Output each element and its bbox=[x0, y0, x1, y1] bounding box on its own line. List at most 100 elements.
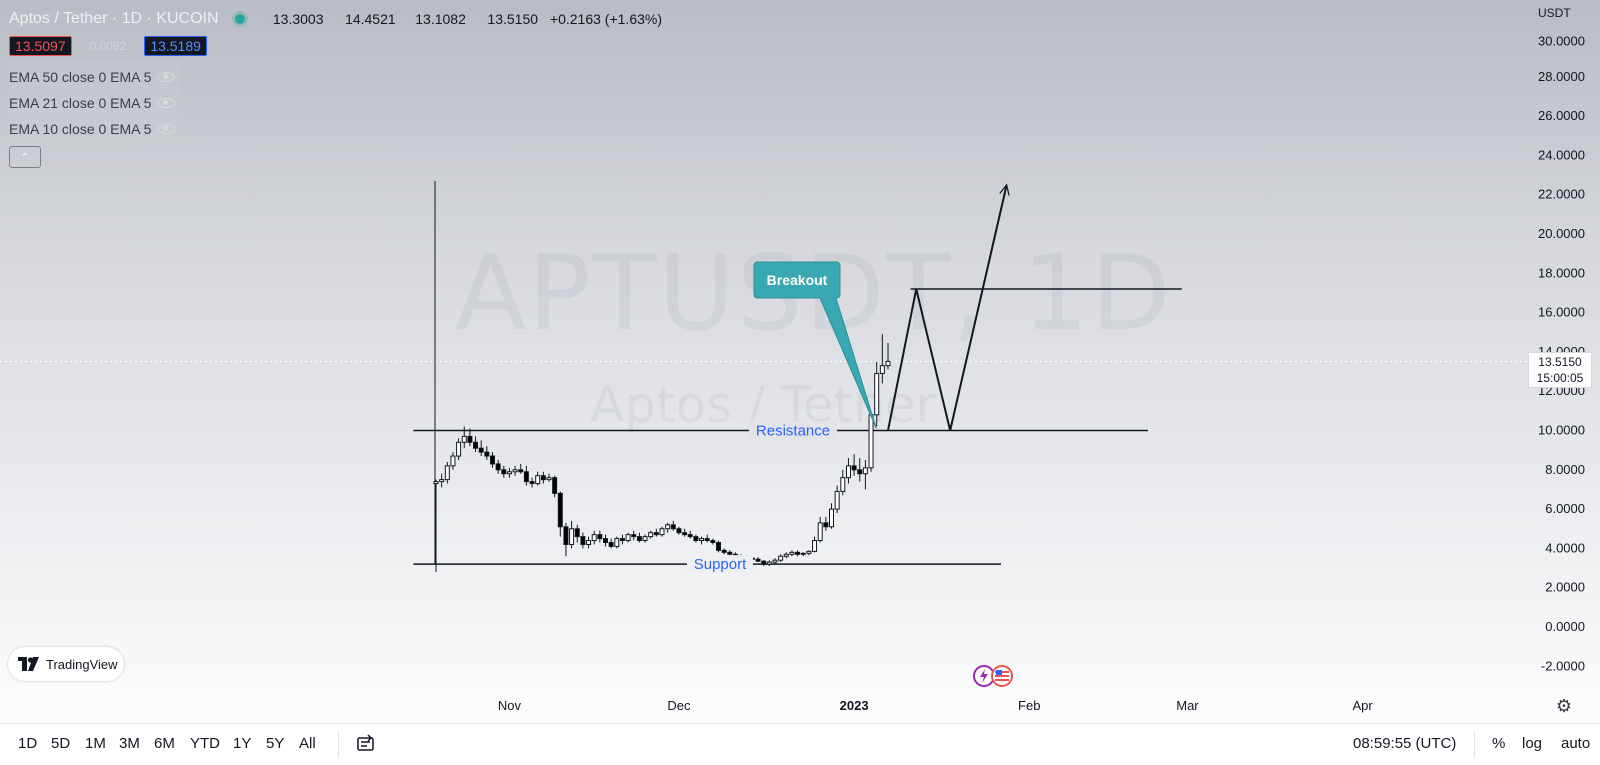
price-axis-tick-label: 30.0000 bbox=[1538, 34, 1585, 49]
range-ytd-button[interactable]: YTD bbox=[190, 735, 220, 752]
change-value: +0.2163 (+1.63%) bbox=[549, 11, 663, 27]
candle bbox=[433, 479, 439, 572]
resistance-label-bg bbox=[749, 421, 837, 440]
candle bbox=[817, 516, 823, 543]
candle bbox=[806, 550, 812, 556]
candle bbox=[659, 526, 665, 537]
candle bbox=[552, 475, 558, 498]
hidden-eye-icon[interactable] bbox=[157, 124, 175, 134]
time-axis-tick-label: Dec bbox=[667, 698, 691, 713]
range-5y-button[interactable]: 5Y bbox=[266, 735, 285, 752]
indicator-list: EMA 50 close 0 EMA 5 EMA 21 close 0 EMA … bbox=[9, 62, 181, 142]
candle bbox=[676, 526, 682, 535]
candle bbox=[766, 560, 772, 567]
chart-svg[interactable]: -2.0000 0.0000 2.0000 4.0000 6.0000 8.0000 10.… bbox=[0, 0, 1600, 720]
candle bbox=[693, 534, 699, 543]
candle bbox=[574, 524, 580, 543]
candle bbox=[614, 536, 620, 549]
price-axis-tick-label: 20.0000 bbox=[1538, 226, 1585, 241]
candle bbox=[687, 530, 693, 539]
price-axis-tick-label: -2.0000 bbox=[1541, 658, 1585, 673]
candle bbox=[670, 520, 676, 531]
price-axis-tick-label: 6.0000 bbox=[1545, 501, 1585, 516]
candle bbox=[845, 458, 851, 484]
support-label[interactable]: Support bbox=[694, 556, 747, 573]
range-5d-button[interactable]: 5D bbox=[51, 735, 71, 752]
time-axis: Nov Dec 2023 Feb Mar Apr bbox=[498, 698, 1373, 713]
log-scale-button[interactable]: log bbox=[1522, 735, 1543, 752]
range-1m-button[interactable]: 1M bbox=[85, 735, 106, 752]
price-axis-tick-label: 16.0000 bbox=[1538, 305, 1585, 320]
utc-clock[interactable]: 08:59:55 (UTC) bbox=[1353, 735, 1457, 752]
range-3m-button[interactable]: 3M bbox=[119, 735, 140, 752]
indicator-ema-10[interactable]: EMA 10 close 0 EMA 5 bbox=[9, 116, 181, 142]
price-axis-tick-label: 0.0000 bbox=[1545, 619, 1585, 634]
buy-price-button[interactable]: 13.5189 bbox=[144, 36, 207, 56]
resistance-label[interactable]: Resistance bbox=[756, 423, 830, 440]
candle bbox=[456, 438, 462, 460]
bar-countdown: 15:00:05 bbox=[1536, 371, 1584, 385]
candle bbox=[523, 465, 529, 486]
candle bbox=[755, 557, 761, 563]
chart-settings-gear-icon[interactable]: ⚙ bbox=[1555, 696, 1573, 716]
candle bbox=[682, 528, 688, 537]
price-axis-tick-label: 4.0000 bbox=[1545, 540, 1585, 555]
candle bbox=[772, 558, 778, 565]
projection-path[interactable] bbox=[887, 184, 1008, 431]
hidden-eye-icon[interactable] bbox=[157, 72, 175, 82]
range-6m-button[interactable]: 6M bbox=[154, 735, 175, 752]
indicator-ema-21[interactable]: EMA 21 close 0 EMA 5 bbox=[9, 90, 181, 116]
time-axis-tick-label: Mar bbox=[1176, 698, 1199, 713]
candle bbox=[879, 334, 885, 384]
indicator-ema-50[interactable]: EMA 50 close 0 EMA 5 bbox=[9, 64, 181, 90]
sell-price-button[interactable]: 13.5097 bbox=[9, 36, 72, 56]
drawings-layer bbox=[0, 181, 1528, 565]
candle bbox=[823, 516, 829, 531]
chart-area[interactable]: APTUSDT, 1D Aptos / Tether -2.0000 0.0000… bbox=[0, 0, 1600, 720]
symbol-title[interactable]: Aptos / Tether · 1D · KUCOIN bbox=[9, 10, 219, 27]
candle bbox=[862, 459, 868, 490]
range-1d-button[interactable]: 1D bbox=[18, 735, 38, 752]
price-axis-tick-label: 2.0000 bbox=[1545, 580, 1585, 595]
time-axis-tick-label: Apr bbox=[1352, 698, 1373, 713]
candle bbox=[450, 452, 456, 470]
collapse-legend-button[interactable]: ⌃ bbox=[9, 146, 41, 168]
support-label-bg bbox=[687, 555, 753, 574]
candle bbox=[495, 459, 501, 474]
candle bbox=[597, 530, 603, 543]
candle bbox=[506, 467, 512, 478]
candle bbox=[591, 530, 597, 545]
candle bbox=[834, 485, 840, 514]
candle bbox=[619, 534, 625, 545]
price-axis-tick-label: 22.0000 bbox=[1538, 187, 1585, 202]
candle bbox=[501, 465, 507, 478]
candle bbox=[484, 446, 490, 460]
auto-scale-button[interactable]: auto bbox=[1561, 735, 1591, 752]
close-value: 13.5150 bbox=[487, 11, 539, 27]
price-axis-tick-label: 26.0000 bbox=[1538, 108, 1585, 123]
range-all-button[interactable]: All bbox=[299, 735, 316, 752]
candle bbox=[721, 548, 727, 555]
breakout-callout[interactable] bbox=[753, 261, 877, 429]
candle bbox=[710, 538, 716, 545]
candle bbox=[535, 471, 541, 486]
open-label: O bbox=[262, 13, 272, 27]
high-value: 14.4521 bbox=[345, 11, 396, 27]
market-status-icon[interactable] bbox=[234, 14, 245, 24]
candle bbox=[518, 463, 524, 474]
events-icons[interactable] bbox=[972, 664, 1018, 688]
hidden-eye-icon[interactable] bbox=[157, 98, 175, 108]
low-label: L bbox=[407, 13, 415, 27]
candle bbox=[778, 554, 784, 563]
candle bbox=[439, 473, 445, 488]
tradingview-logo[interactable]: TradingView bbox=[8, 647, 124, 681]
price-axis-tick-label: 10.0000 bbox=[1538, 423, 1585, 438]
range-1y-button[interactable]: 1Y bbox=[233, 735, 252, 752]
legend: Aptos / Tether · 1D · KUCOIN O13.3003 H1… bbox=[9, 8, 670, 168]
percent-scale-button[interactable]: % bbox=[1492, 735, 1506, 752]
candle bbox=[586, 536, 592, 549]
date-range-icon[interactable] bbox=[356, 734, 376, 754]
tradingview-mark-icon bbox=[18, 657, 39, 671]
candle bbox=[636, 532, 642, 543]
currency-label[interactable]: USDT bbox=[1538, 6, 1571, 20]
